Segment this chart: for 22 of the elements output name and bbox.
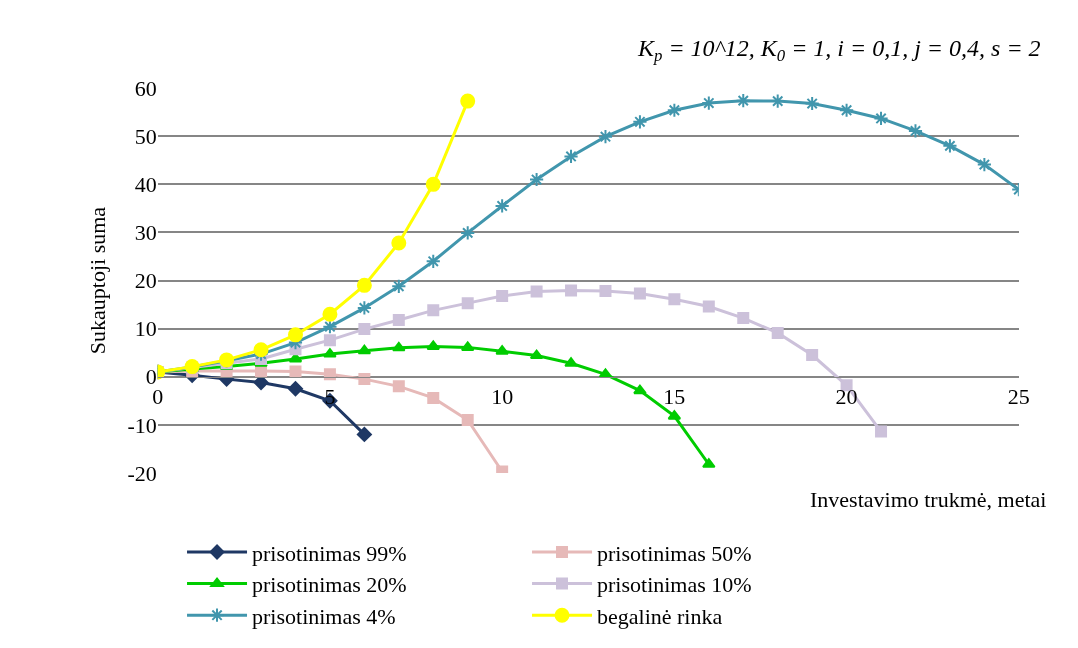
y-tick-label: 60 — [134, 75, 157, 101]
legend-label: prisotinimas 4% — [252, 603, 396, 629]
legend-label: begalinė rinka — [597, 603, 723, 629]
y-tick-label: -10 — [127, 412, 157, 438]
legend-label: prisotinimas 10% — [597, 572, 752, 598]
y-tick-label: 10 — [134, 316, 157, 342]
x-tick-label: 15 — [663, 384, 686, 410]
x-tick-label: 20 — [835, 384, 858, 410]
y-tick-label: 50 — [134, 123, 157, 149]
y-tick-label: 30 — [134, 220, 157, 246]
legend-label: prisotinimas 50% — [597, 540, 752, 566]
y-tick-label: 20 — [134, 268, 157, 294]
y-tick-label: 0 — [145, 364, 157, 390]
y-tick-label: -20 — [127, 460, 157, 486]
y-axis-title: Sukauptoji suma — [85, 206, 111, 355]
x-axis-title: Investavimo trukmė, metai — [810, 487, 1047, 512]
text: K$_{p}$ = 10^12, K$_{0}$ = 1, i = 0,1, j = 0,4, s = 2 — [637, 35, 1041, 66]
legend-label: prisotinimas 99% — [252, 540, 407, 566]
x-tick-label: 25 — [1007, 384, 1030, 410]
y-tick-label: 40 — [134, 172, 157, 198]
legend-label: prisotinimas 20% — [252, 572, 407, 598]
x-tick-label: 10 — [491, 384, 514, 410]
